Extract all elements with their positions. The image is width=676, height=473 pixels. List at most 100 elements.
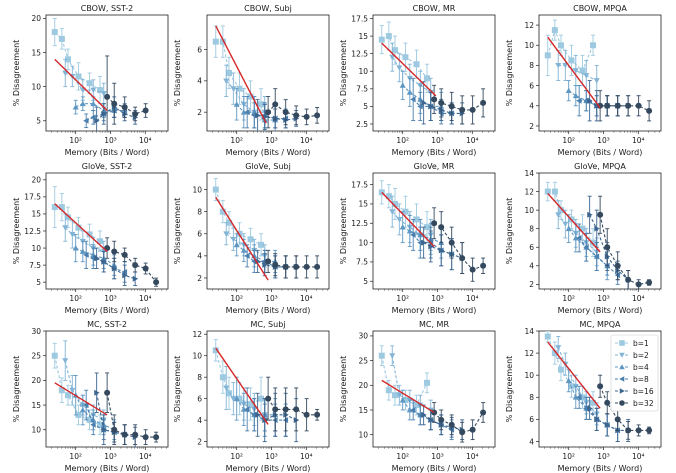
x-axis-label: Memory (Bits / Word) xyxy=(65,306,150,315)
series-b-32 xyxy=(431,84,487,125)
data-point xyxy=(233,395,240,402)
data-point xyxy=(402,208,409,215)
trend-line xyxy=(54,382,108,416)
y-tick-label: 8 xyxy=(197,373,202,382)
data-point xyxy=(240,109,247,115)
data-point xyxy=(438,99,445,106)
y-tick-label: 10 xyxy=(31,426,41,435)
x-tick-label: 10² xyxy=(69,452,82,461)
data-point xyxy=(555,212,562,218)
data-point xyxy=(469,106,476,113)
data-point xyxy=(90,100,97,107)
data-point xyxy=(565,377,572,384)
data-point xyxy=(389,54,396,61)
data-point xyxy=(551,27,558,34)
x-tick-label: 10³ xyxy=(431,294,444,303)
data-point xyxy=(399,224,406,230)
data-point xyxy=(258,241,265,248)
data-point xyxy=(233,241,240,248)
series-b-16 xyxy=(421,226,466,274)
y-axis-label: % Disagreement xyxy=(173,40,182,107)
x-tick-label: 10² xyxy=(230,452,243,461)
data-point xyxy=(111,265,118,272)
y-tick-label: 10 xyxy=(524,371,534,380)
data-point xyxy=(79,248,86,254)
data-point xyxy=(614,262,621,269)
y-tick-label: 20 xyxy=(31,376,41,385)
data-point xyxy=(459,255,466,262)
data-point xyxy=(90,87,97,94)
data-point xyxy=(424,75,431,82)
x-tick-label: 10⁴ xyxy=(139,136,152,145)
data-point xyxy=(83,251,89,258)
x-axis-label: Memory (Bits / Word) xyxy=(392,306,477,315)
data-point xyxy=(421,239,427,246)
y-tick-label: 15 xyxy=(358,406,368,415)
data-point xyxy=(265,109,272,116)
data-point xyxy=(583,73,590,79)
y-tick-label: 10 xyxy=(524,41,534,50)
y-tick-label: 4 xyxy=(529,262,534,271)
legend-marker xyxy=(619,340,625,346)
data-point xyxy=(247,401,254,408)
legend: b=1 b=2 b=4 b=8 b=16 b=32 xyxy=(610,334,659,412)
data-point xyxy=(593,253,600,260)
y-tick-label: 10 xyxy=(358,67,368,76)
y-tick-label: 4 xyxy=(197,77,202,86)
chart-panel-11: MC, MR 10 15 20 25 30 10² 10³ 10⁴ Memory (Bits / … xyxy=(339,320,496,473)
data-point xyxy=(402,54,409,61)
x-tick-label: 10⁴ xyxy=(466,452,479,461)
data-point xyxy=(255,411,261,418)
data-point xyxy=(225,70,232,76)
data-point xyxy=(75,73,82,80)
x-tick-label: 10⁴ xyxy=(139,452,152,461)
trend-line xyxy=(215,196,269,281)
data-point xyxy=(212,347,219,354)
data-point xyxy=(438,416,445,423)
series-b-1 xyxy=(51,342,104,436)
series-b-32 xyxy=(597,90,653,122)
y-tick-label: 4 xyxy=(529,102,534,111)
data-point xyxy=(94,389,100,396)
series-line xyxy=(75,103,115,112)
data-point xyxy=(568,57,575,64)
data-point xyxy=(153,434,160,441)
legend-marker xyxy=(619,376,625,382)
data-point xyxy=(572,394,579,400)
y-tick-label: 12 xyxy=(524,349,534,358)
y-tick-label: 12.5 xyxy=(351,49,368,58)
data-point xyxy=(64,56,71,63)
data-point xyxy=(579,225,586,232)
data-point xyxy=(293,112,300,119)
chart-title: MC, SST-2 xyxy=(87,320,127,329)
x-tick-label: 10² xyxy=(396,294,409,303)
data-point xyxy=(132,431,139,438)
x-axis-label: Memory (Bits / Word) xyxy=(558,464,643,473)
legend-label: b=1 xyxy=(633,339,649,348)
legend-marker xyxy=(619,400,625,406)
data-point xyxy=(555,63,562,69)
x-tick-label: 10⁴ xyxy=(300,294,313,303)
data-point xyxy=(562,221,569,228)
data-point xyxy=(265,395,272,402)
data-point xyxy=(97,87,104,94)
data-point xyxy=(646,279,653,286)
plot-area xyxy=(378,180,487,282)
y-axis-label: % Disagreement xyxy=(339,356,348,423)
series-b-1 xyxy=(212,339,265,421)
trend-line xyxy=(381,191,435,247)
data-point xyxy=(212,38,219,45)
y-tick-label: 20 xyxy=(31,14,41,23)
x-axis-label: Memory (Bits / Word) xyxy=(226,148,311,157)
data-point xyxy=(225,390,232,397)
data-point xyxy=(230,396,237,402)
data-point xyxy=(391,47,398,54)
data-point xyxy=(428,103,434,110)
data-point xyxy=(604,399,611,406)
x-axis-label: Memory (Bits / Word) xyxy=(65,148,150,157)
x-axis-label: Memory (Bits / Word) xyxy=(65,464,150,473)
data-point xyxy=(244,252,250,259)
x-tick-label: 10² xyxy=(562,136,575,145)
data-point xyxy=(424,379,431,386)
